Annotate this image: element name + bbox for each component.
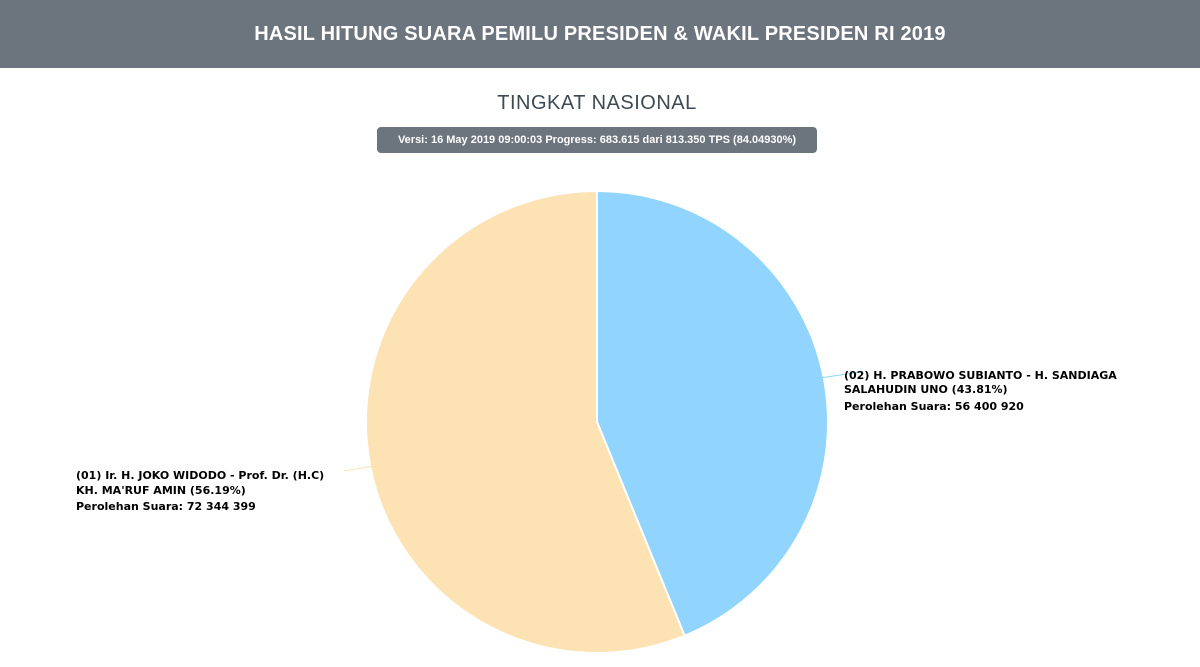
slice-label-01-line1: (01) Ir. H. JOKO WIDODO - Prof. Dr. (H.C…: [76, 469, 324, 482]
pie-leader-lines: [343, 371, 861, 472]
pie-slices: [365, 189, 829, 654]
version-badge: Versi: 16 May 2019 09:00:03 Progress: 68…: [377, 127, 817, 153]
chart-title: TINGKAT NASIONAL: [497, 92, 697, 114]
header-bar: HASIL HITUNG SUARA PEMILU PRESIDEN & WAK…: [0, 0, 1200, 68]
slice-label-01-line2: KH. MA'RUF AMIN (56.19%): [76, 484, 246, 497]
slice-votes-01: Perolehan Suara: 72 344 399: [76, 500, 256, 513]
leader-line-01: [343, 465, 373, 472]
slice-label-02-line2: SALAHUDIN UNO (43.81%): [844, 383, 1008, 396]
leader-line-02: [821, 371, 861, 379]
slice-votes-02: Perolehan Suara: 56 400 920: [844, 400, 1024, 413]
slice-label-02-line1: (02) H. PRABOWO SUBIANTO - H. SANDIAGA: [844, 369, 1117, 382]
header-title: HASIL HITUNG SUARA PEMILU PRESIDEN & WAK…: [254, 22, 946, 45]
